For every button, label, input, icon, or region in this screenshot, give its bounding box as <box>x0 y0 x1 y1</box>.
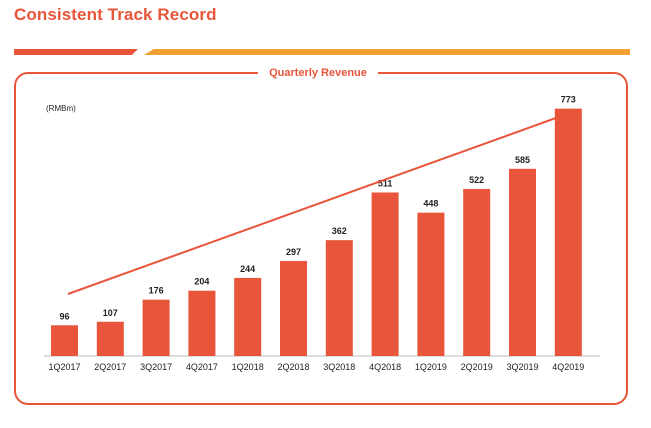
x-tick-label: 3Q2019 <box>506 362 538 372</box>
x-tick-label: 4Q2018 <box>369 362 401 372</box>
bar-2Q2017 <box>96 321 124 356</box>
x-tick-label: 1Q2017 <box>48 362 80 372</box>
unit-label: (RMBm) <box>46 104 76 113</box>
trend-arrow-head-icon <box>563 109 578 120</box>
data-label: 244 <box>240 264 255 274</box>
bar-1Q2019 <box>417 212 445 356</box>
title-rule-red <box>14 49 138 55</box>
data-label: 362 <box>332 226 347 236</box>
data-label: 522 <box>469 175 484 185</box>
x-tick-label: 3Q2018 <box>323 362 355 372</box>
x-tick-label: 2Q2017 <box>94 362 126 372</box>
bar-2Q2019 <box>463 188 491 356</box>
bar-3Q2017 <box>142 299 170 356</box>
trend-arrow-line <box>67 113 568 295</box>
x-tick-label: 3Q2017 <box>140 362 172 372</box>
data-label: 204 <box>194 277 209 287</box>
page-title: Consistent Track Record <box>14 5 217 24</box>
bar-4Q2018 <box>371 192 399 356</box>
data-label: 107 <box>103 308 118 318</box>
data-label: 511 <box>378 178 393 188</box>
bar-4Q2019 <box>554 108 582 356</box>
x-tick-label: 2Q2018 <box>277 362 309 372</box>
title-rule-orange <box>144 49 630 55</box>
bar-1Q2018 <box>234 277 262 356</box>
x-tick-label: 1Q2018 <box>232 362 264 372</box>
bar-3Q2019 <box>509 168 536 356</box>
bar-1Q2017 <box>51 325 78 356</box>
bar-3Q2018 <box>325 240 353 356</box>
x-tick-label: 4Q2019 <box>552 362 584 372</box>
data-label: 448 <box>423 199 438 209</box>
data-label: 773 <box>561 95 576 105</box>
bar-2Q2018 <box>280 260 307 356</box>
x-tick-label: 1Q2019 <box>415 362 447 372</box>
bar-4Q2017 <box>188 290 216 356</box>
data-label: 585 <box>515 155 530 165</box>
chart-title: Quarterly Revenue <box>258 65 378 81</box>
data-label: 96 <box>59 311 69 321</box>
data-label: 176 <box>149 286 164 296</box>
x-tick-label: 4Q2017 <box>186 362 218 372</box>
data-label: 297 <box>286 247 301 257</box>
x-tick-label: 2Q2019 <box>461 362 493 372</box>
